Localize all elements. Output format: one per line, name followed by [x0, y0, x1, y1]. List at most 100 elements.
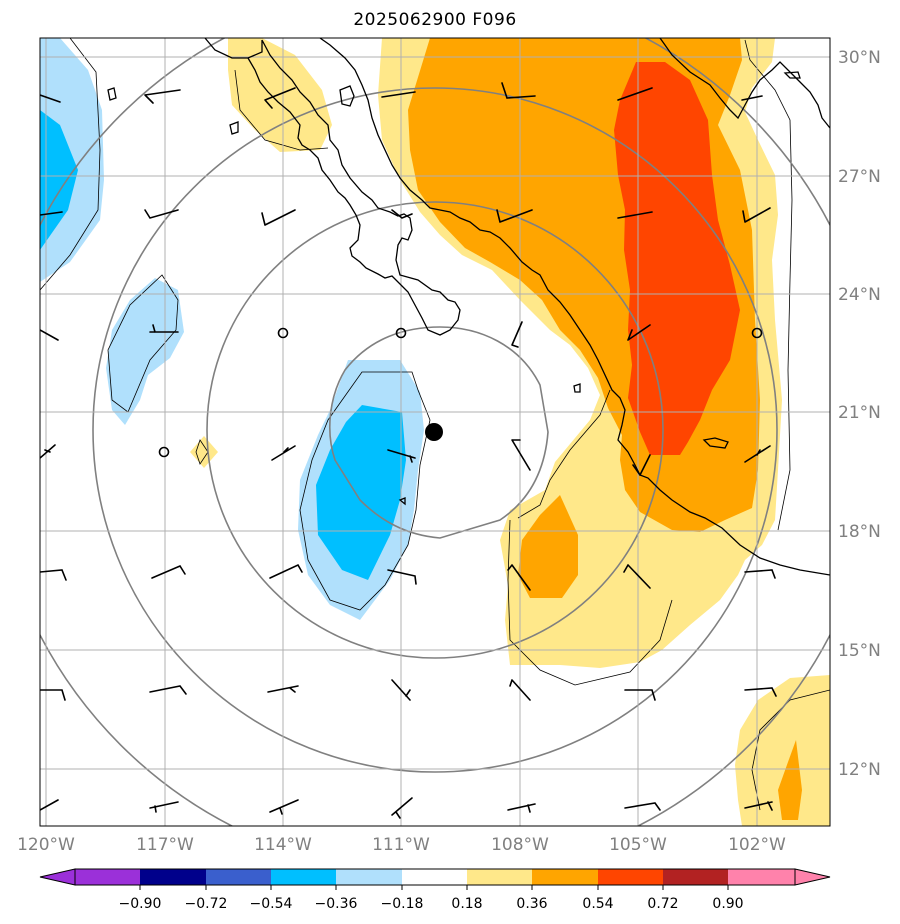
- lat-label: 24°N: [838, 285, 881, 305]
- colorbar-segments: [75, 869, 795, 885]
- colorbar-segment: [206, 869, 271, 885]
- lat-label: 27°N: [838, 167, 881, 187]
- lat-label: 18°N: [838, 522, 881, 542]
- wind-barb: [40, 569, 67, 581]
- colorbar-outline: [74, 868, 796, 886]
- wind-barb: [507, 803, 536, 813]
- wind-barb: [496, 209, 533, 223]
- wind-barb: [267, 685, 299, 693]
- wind-barb: [744, 687, 777, 697]
- shade-pos-southeast-light: [735, 675, 830, 826]
- colorbar-segment: [336, 869, 402, 885]
- coastline-baja-west: [204, 38, 461, 336]
- wind-barb: [617, 211, 653, 219]
- range-ring-2: [206, 201, 664, 659]
- colorbar-tick-label: −0.36: [315, 896, 358, 912]
- wind-barb: [149, 801, 179, 813]
- wind-barb: [391, 797, 413, 819]
- coastline-fragment-2: [107, 87, 117, 101]
- map-frame: [39, 37, 831, 827]
- wind-barb: [509, 679, 531, 701]
- lat-label: 15°N: [838, 641, 881, 661]
- wind-barb: [744, 569, 776, 579]
- colorbar-segment: [467, 869, 532, 885]
- wind-barb: [144, 209, 179, 219]
- wind-barb: [511, 321, 523, 348]
- lon-label: 120°W: [17, 835, 75, 855]
- colorbar-extend-high: [794, 868, 831, 886]
- calm-circle: [395, 327, 407, 339]
- range-ring-3: [92, 87, 778, 773]
- wind-barb: [271, 445, 296, 461]
- latitude-labels: 30°N 27°N 24°N 21°N 18°N 15°N 12°N: [838, 48, 881, 780]
- colorbar-tick-label: −0.18: [381, 896, 424, 912]
- wind-barb: [40, 329, 59, 341]
- colorbar-segment: [663, 869, 728, 885]
- calm-circle: [158, 446, 170, 458]
- colorbar-extend-low: [39, 868, 76, 886]
- wind-barb: [391, 679, 411, 701]
- colorbar-segment: [598, 869, 663, 885]
- wind-barb: [381, 91, 416, 98]
- wind-barb: [149, 324, 179, 333]
- colorbar-segment: [271, 869, 336, 885]
- wind-barb: [40, 799, 59, 811]
- colorbar-segment: [532, 869, 598, 885]
- coastline-fragment-3: [229, 121, 239, 135]
- wind-barb: [261, 209, 296, 226]
- colorbar-tick-label: −0.54: [250, 896, 293, 912]
- wind-barb: [264, 87, 296, 109]
- wind-barb: [511, 439, 531, 471]
- lon-label: 105°W: [609, 835, 667, 855]
- wind-barb: [40, 444, 56, 459]
- colorbar-tick-label: 0.18: [451, 896, 482, 912]
- wind-barb: [501, 82, 536, 99]
- calm-circle: [277, 327, 289, 339]
- coastline-mainland: [319, 38, 830, 576]
- wind-barb: [744, 801, 773, 811]
- lat-label: 21°N: [838, 403, 881, 423]
- longitude-labels: 120°W 117°W 114°W 111°W 108°W 105°W 102°…: [17, 835, 786, 855]
- storm-center-marker: [425, 423, 443, 441]
- wind-barb: [151, 564, 186, 579]
- lat-label: 12°N: [838, 760, 881, 780]
- shade-pos-south-orange: [518, 495, 578, 598]
- wind-barb: [623, 564, 651, 589]
- colorbar-tick-label: −0.90: [119, 896, 162, 912]
- lon-label: 111°W: [372, 835, 430, 855]
- colorbar: −0.90 −0.72 −0.54 −0.36 −0.18 0.18 0.36 …: [39, 868, 831, 912]
- coastlines: [107, 38, 830, 576]
- shade-pos-spot: [190, 436, 218, 468]
- wind-barb: [149, 685, 187, 695]
- wind-barb: [617, 87, 653, 101]
- wind-barb: [387, 449, 416, 463]
- colorbar-tick-label: 0.54: [582, 896, 613, 912]
- lon-label: 102°W: [728, 835, 786, 855]
- shade-neg-center-inner: [316, 405, 406, 580]
- map-area: [40, 38, 830, 826]
- wind-barb: [741, 95, 763, 101]
- colorbar-tick-label: 0.90: [712, 896, 743, 912]
- calm-circle: [751, 327, 763, 339]
- coastline-fragment-5: [573, 383, 581, 393]
- lat-label: 30°N: [838, 48, 881, 68]
- map-title: 2025062900 F096: [353, 10, 517, 30]
- wind-barb: [742, 207, 771, 223]
- lon-label: 108°W: [491, 835, 549, 855]
- lon-label: 114°W: [254, 835, 312, 855]
- wind-barb: [624, 802, 661, 811]
- wind-barb: [391, 209, 413, 219]
- coastline-north: [659, 38, 830, 129]
- colorbar-segment: [140, 869, 206, 885]
- wind-barb: [40, 94, 61, 103]
- wind-barb: [269, 799, 299, 815]
- coastline-fragment-4: [702, 437, 729, 449]
- colorbar-segment: [75, 869, 140, 885]
- wind-barb: [624, 689, 656, 701]
- colorbar-tick-label: 0.36: [516, 896, 547, 912]
- wind-barb: [40, 211, 63, 216]
- wind-barb: [632, 454, 651, 476]
- wind-barb: [144, 89, 181, 104]
- colorbar-ticks: [139, 885, 729, 890]
